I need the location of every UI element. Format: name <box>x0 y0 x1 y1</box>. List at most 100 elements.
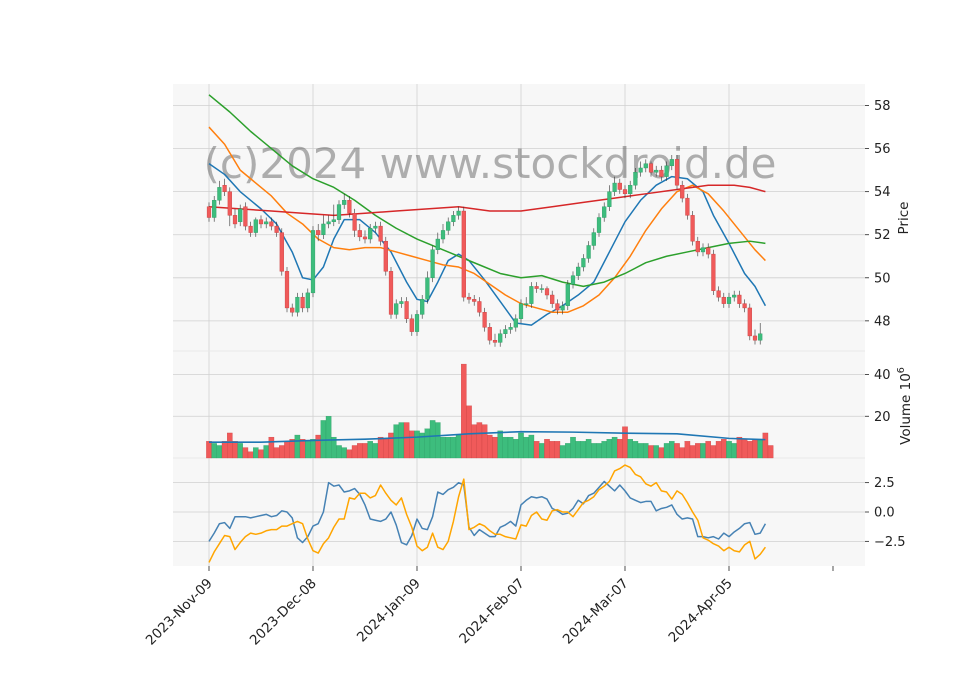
volume-bar <box>429 420 436 459</box>
volume-bar <box>539 443 545 459</box>
volume-bar <box>544 439 550 459</box>
volume-bar <box>315 434 321 459</box>
volume-bar <box>715 441 722 459</box>
candle-body <box>758 333 763 341</box>
candle-body <box>617 182 622 190</box>
volume-axis-label: Volume 106 <box>896 367 914 445</box>
candle-body <box>622 189 628 195</box>
candle-body <box>456 210 461 216</box>
candle-body <box>248 225 253 233</box>
x-tick-label: 2024-Jan-09 <box>354 576 424 646</box>
volume-bar <box>752 439 758 459</box>
volume-bar <box>305 441 311 459</box>
volume-bar <box>445 436 451 459</box>
volume-bar <box>279 445 285 459</box>
candle-body <box>310 230 316 294</box>
volume-bar <box>398 422 405 459</box>
volume-bar <box>383 439 389 459</box>
volume-bar <box>357 443 363 459</box>
candle-body <box>518 303 524 319</box>
volume-bar <box>206 441 212 459</box>
candle-body <box>477 301 482 313</box>
candle-body <box>726 296 732 304</box>
volume-bar <box>294 434 301 459</box>
volume-bar <box>601 441 607 459</box>
price-tick-label: 48 <box>874 314 891 329</box>
candle-body <box>581 258 586 268</box>
candle-body <box>695 240 700 253</box>
volume-bar <box>461 363 467 459</box>
volume-bar <box>700 443 706 459</box>
candle-body <box>222 185 227 192</box>
price-panel <box>206 94 767 347</box>
price-tick-label: 52 <box>874 228 891 243</box>
volume-bar <box>232 441 238 459</box>
x-tick-label: 2023-Nov-09 <box>143 576 216 649</box>
candle-body <box>420 299 425 315</box>
volume-bar <box>268 436 275 459</box>
volume-bar <box>731 443 737 459</box>
volume-bar <box>211 443 217 459</box>
price-tick-label: 54 <box>874 185 891 200</box>
volume-bar <box>367 441 373 459</box>
volume-bar <box>492 436 498 459</box>
candle-body <box>711 253 716 291</box>
volume-bar <box>523 436 529 459</box>
candle-body <box>602 206 607 218</box>
candle-body <box>435 238 440 250</box>
x-tick-label: 2023-Dec-08 <box>247 576 320 649</box>
candle-body <box>576 266 581 276</box>
oscillator-line <box>208 464 767 563</box>
volume-bar <box>643 443 649 459</box>
candle-body <box>316 230 321 235</box>
volume-bar <box>320 420 327 459</box>
candle-body <box>550 294 555 304</box>
volume-bar <box>362 443 368 459</box>
candle-body <box>269 221 274 227</box>
x-tick-label: 2024-Feb-07 <box>456 576 528 648</box>
volume-bar <box>627 439 633 459</box>
volume-bar <box>554 441 561 459</box>
candle-body <box>326 221 331 225</box>
candle-body <box>487 327 492 341</box>
volume-bar <box>247 451 254 459</box>
price-tick-label: 58 <box>874 99 891 114</box>
candle-body <box>336 204 342 220</box>
watermark: (c)2024 www.stockdroid.de <box>204 139 777 188</box>
candle-body <box>732 294 737 298</box>
candle-body <box>440 230 446 240</box>
volume-bar <box>284 441 290 459</box>
volume-bar <box>424 428 431 459</box>
volume-bar <box>663 443 670 459</box>
volume-bar <box>299 439 306 459</box>
volume-bar <box>684 441 691 459</box>
candle-body <box>529 286 534 304</box>
volume-tick-label: 20 <box>874 410 891 425</box>
candle-body <box>555 303 560 311</box>
volume-bar <box>689 445 696 459</box>
candle-body <box>295 296 300 313</box>
volume-bar <box>648 445 654 459</box>
osc-tick-label: 2.5 <box>874 476 895 491</box>
volume-bar <box>611 436 618 459</box>
volume-bar <box>762 432 769 459</box>
candle-body <box>388 271 394 315</box>
candle-body <box>633 172 638 186</box>
candle-body <box>399 301 404 304</box>
volume-bar <box>455 434 462 459</box>
volume-bar <box>351 445 358 459</box>
volume-bar <box>575 441 581 459</box>
candle-body <box>404 301 409 319</box>
volume-bar <box>497 430 503 459</box>
candle-body <box>284 271 290 309</box>
volume-bar <box>596 443 602 459</box>
candle-body <box>737 294 742 304</box>
candle-body <box>690 215 695 242</box>
volume-bar <box>310 439 316 459</box>
candle-body <box>524 303 529 305</box>
candle-body <box>238 208 243 223</box>
candle-body <box>503 329 508 334</box>
volume-bar <box>336 445 342 459</box>
candle-body <box>492 340 498 343</box>
candle-body <box>378 225 383 242</box>
